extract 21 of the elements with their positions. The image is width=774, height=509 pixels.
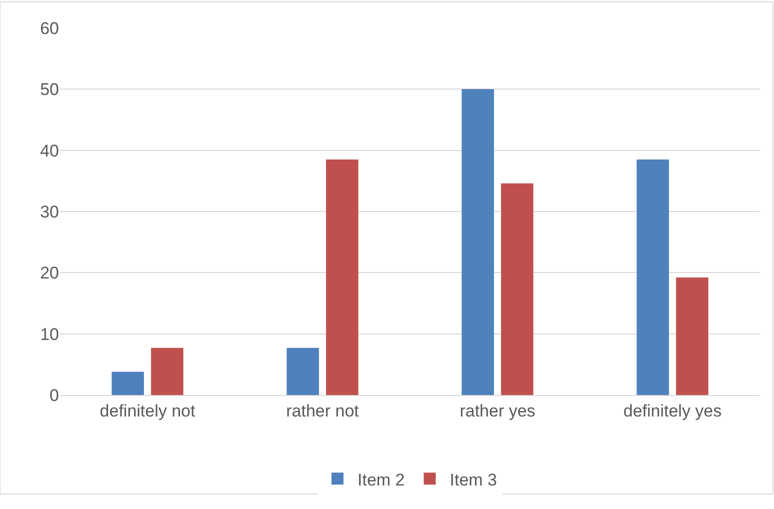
x-tick-label: rather not: [286, 401, 360, 420]
bar: [112, 372, 144, 395]
y-tick-label: 30: [40, 202, 59, 222]
bar: [326, 160, 358, 395]
bar: [151, 348, 184, 395]
y-tick-label: 60: [40, 18, 59, 38]
y-tick-label: 10: [40, 324, 59, 344]
x-tick-label: rather yes: [460, 401, 536, 420]
x-tick-label: definitely yes: [623, 401, 722, 420]
bar: [676, 278, 708, 395]
legend-label: Item 2: [358, 470, 405, 490]
x-tick-label: definitely not: [100, 401, 196, 420]
bar: [286, 348, 319, 395]
y-tick-label: 0: [50, 386, 59, 405]
y-tick-label: 40: [40, 141, 59, 160]
legend-label: Item 3: [450, 470, 497, 490]
bar: [462, 89, 494, 395]
bar: [501, 183, 534, 395]
y-tick-label: 20: [40, 264, 59, 283]
bar: [636, 160, 669, 395]
y-tick-label: 50: [40, 80, 59, 100]
